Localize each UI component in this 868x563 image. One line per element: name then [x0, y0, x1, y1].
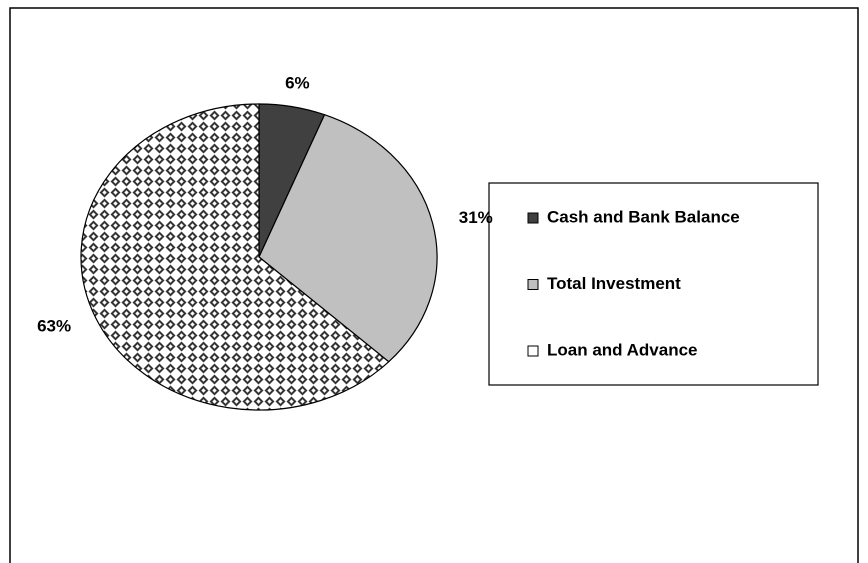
data-label: 6%: [285, 74, 310, 93]
legend-swatch: [527, 279, 539, 290]
data-label: 31%: [459, 208, 493, 227]
legend-swatch: [527, 212, 539, 224]
legend-label: Total Investment: [547, 274, 681, 293]
pie-slice: [258, 114, 438, 363]
chart-frame: [9, 7, 859, 563]
data-label: 63%: [37, 316, 71, 335]
legend-box: [488, 182, 819, 386]
legend-swatch: [527, 345, 539, 357]
pie-slice: [80, 103, 390, 411]
legend-label: Loan and Advance: [547, 340, 698, 359]
legend-label: Cash and Bank Balance: [547, 207, 740, 226]
